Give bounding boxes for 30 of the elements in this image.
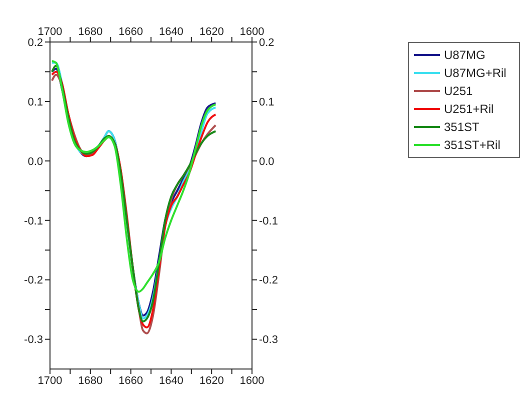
x-tick-label: 1620 (199, 26, 224, 38)
x2-tick-label: 1700 (38, 374, 62, 387)
legend-label: 351ST+Ril (444, 137, 500, 154)
y2-tick-label: -0.1 (259, 215, 278, 228)
y-tick-label: -0.3 (24, 334, 43, 346)
x-tick-label: 1600 (240, 26, 264, 38)
legend-label: U87MG+Ril (444, 65, 506, 82)
y-tick-label: 0.2 (28, 36, 43, 49)
y2-tick-label: -0.3 (259, 334, 278, 346)
x2-tick-label: 1660 (118, 374, 144, 387)
y2-tick-label: 0.0 (259, 156, 274, 168)
x-tick-label: 1640 (158, 26, 184, 38)
y2-tick-label: -0.2 (259, 274, 278, 287)
x-tick-label: 1680 (78, 26, 103, 38)
legend-label: U251+Ril (444, 101, 494, 118)
x2-tick-label: 1600 (240, 374, 264, 387)
x-tick-label: 1700 (38, 26, 62, 38)
x2-tick-label: 1640 (158, 374, 184, 387)
legend-label: U87MG (444, 47, 486, 64)
x-tick-label: 1660 (118, 26, 144, 38)
y2-tick-label: 0.1 (259, 96, 274, 108)
legend-label: 351ST (444, 119, 480, 136)
y-tick-label: -0.1 (24, 215, 43, 228)
y-tick-label: 0.1 (28, 96, 43, 108)
legend-label: U251 (444, 83, 473, 100)
y2-tick-label: 0.2 (259, 36, 274, 49)
y-tick-label: 0.0 (28, 156, 43, 168)
x2-tick-label: 1680 (78, 374, 103, 387)
x2-tick-label: 1620 (199, 374, 224, 387)
y-tick-label: -0.2 (24, 274, 43, 287)
